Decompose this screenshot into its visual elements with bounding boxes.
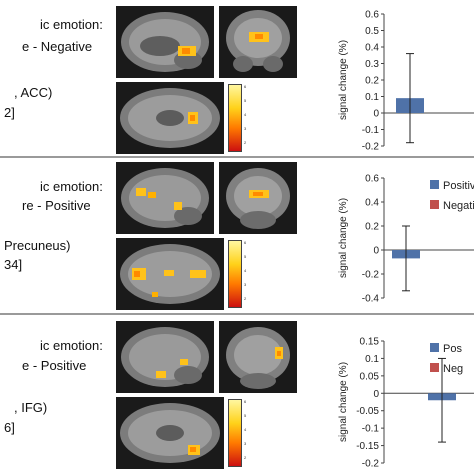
coronal-brain-image xyxy=(226,168,290,229)
panel-3-label-line-2: e - Positive xyxy=(22,358,87,373)
y-axis-label: signal change (%) xyxy=(338,362,349,442)
panel-2-label-line-4: Precuneus) xyxy=(4,238,71,253)
axial-brain-image xyxy=(120,88,220,148)
legend-label: Pos xyxy=(443,343,462,355)
panel-3-label-line-4: , IFG) xyxy=(14,400,48,415)
cbar-tick: 5 xyxy=(244,254,247,259)
y-tick-label: 0 xyxy=(373,389,379,400)
legend-swatch xyxy=(430,200,439,209)
axial-brain-image xyxy=(120,244,220,304)
sagittal-brain-image xyxy=(121,12,209,72)
panel-1-bar-chart: 0.6 0.5 0.4 0.3 0.2 0.1 0 -0.1 -0.2 signal change… xyxy=(338,10,474,153)
y-tick-label: -0.2 xyxy=(362,459,380,470)
panel-1-axial-slice xyxy=(116,82,224,154)
sagittal-brain-image xyxy=(121,327,209,387)
panel-1-label-line-2: e - Negative xyxy=(22,39,93,54)
panel-separator-1 xyxy=(0,156,474,158)
cbar-tick: 4 xyxy=(244,112,247,117)
panel-1-sagittal-slice xyxy=(116,6,214,78)
legend-swatch xyxy=(430,363,439,372)
panel-1-label-line-5: 2] xyxy=(4,105,15,120)
legend-swatch xyxy=(430,180,439,189)
y-tick-label: -0.1 xyxy=(362,125,380,136)
y-tick-label: -0.1 xyxy=(362,424,380,435)
panel-2-sagittal-slice xyxy=(116,162,214,234)
coronal-brain-image xyxy=(226,327,290,389)
y-tick-label: 0 xyxy=(373,246,379,257)
panel-3-label-line-1: ic emotion: xyxy=(40,338,103,353)
y-tick-label: 0.6 xyxy=(365,174,379,185)
cbar-tick: 6 xyxy=(244,399,247,404)
sagittal-brain-image xyxy=(121,168,209,228)
panel-3-sagittal-slice xyxy=(116,321,214,393)
y-tick-label: 0.1 xyxy=(365,354,379,365)
y-tick-label: 0 xyxy=(373,109,379,120)
y-tick-label: -0.2 xyxy=(362,270,380,281)
panel-2-label-line-5: 34] xyxy=(4,257,23,272)
cbar-tick: 5 xyxy=(244,413,247,418)
y-tick-label: -0.4 xyxy=(362,294,380,305)
y-tick-label: -0.05 xyxy=(356,406,379,417)
panel-3-axial-slice xyxy=(116,397,224,469)
panel-1-label-line-1: ic emotion: xyxy=(40,17,103,32)
y-tick-label: -0.15 xyxy=(356,441,379,452)
y-tick-label: 0.1 xyxy=(365,92,379,103)
y-tick-label: -0.2 xyxy=(362,142,380,153)
cbar-tick: 4 xyxy=(244,427,247,432)
panel-1-label-line-4: , ACC) xyxy=(14,85,53,100)
panel-2: ic emotion: re - Positive Precuneus) 34] xyxy=(0,158,474,313)
legend-label: Negati xyxy=(443,200,474,212)
cbar-tick: 2 xyxy=(244,140,247,145)
panel-2-axial-slice xyxy=(116,238,224,310)
y-tick-label: 0.5 xyxy=(365,26,379,37)
panel-separator-2 xyxy=(0,313,474,315)
panel-1: ic emotion: e - Negative , ACC) 2] xyxy=(0,0,474,156)
cbar-tick: 3 xyxy=(244,441,247,446)
legend-label: Positive xyxy=(443,180,474,192)
y-tick-label: 0.4 xyxy=(365,198,379,209)
panel-3-bar-chart: 0.15 0.1 0.05 0 -0.05 -0.1 -0.15 -0.2 signal cha… xyxy=(338,337,474,470)
panel-3-label-line-5: 6] xyxy=(4,420,15,435)
panel-2-coronal-slice xyxy=(219,162,297,234)
y-axis-label: signal change (%) xyxy=(338,198,349,278)
panel-3: ic emotion: e - Positive , IFG) 6] xyxy=(0,315,474,474)
cbar-tick: 4 xyxy=(244,268,247,273)
cbar-tick: 5 xyxy=(244,98,247,103)
panel-2-label-line-2: re - Positive xyxy=(22,198,91,213)
cbar-tick: 3 xyxy=(244,126,247,131)
y-tick-label: 0.3 xyxy=(365,59,379,70)
cbar-tick: 2 xyxy=(244,455,247,460)
cbar-tick: 3 xyxy=(244,282,247,287)
y-tick-label: 0.2 xyxy=(365,222,379,233)
cbar-tick: 6 xyxy=(244,240,247,245)
y-axis-label: signal change (%) xyxy=(338,40,349,120)
panel-2-bar-chart: 0.6 0.4 0.2 0 -0.2 -0.4 signal change (%) Posit… xyxy=(338,174,474,305)
y-tick-label: 0.05 xyxy=(360,371,380,382)
y-tick-label: 0.15 xyxy=(360,337,380,348)
panel-1-coronal-slice xyxy=(219,6,297,78)
cbar-tick: 6 xyxy=(244,84,247,89)
axial-brain-image xyxy=(120,403,220,463)
legend-swatch xyxy=(430,343,439,352)
y-tick-label: 0.4 xyxy=(365,43,379,54)
panel-2-label-line-1: ic emotion: xyxy=(40,179,103,194)
legend-label: Neg xyxy=(443,363,463,375)
y-tick-label: 0.2 xyxy=(365,76,379,87)
y-tick-label: 0.6 xyxy=(365,10,379,21)
coronal-brain-image xyxy=(226,10,290,72)
cbar-tick: 2 xyxy=(244,296,247,301)
panel-3-coronal-slice xyxy=(219,321,297,393)
